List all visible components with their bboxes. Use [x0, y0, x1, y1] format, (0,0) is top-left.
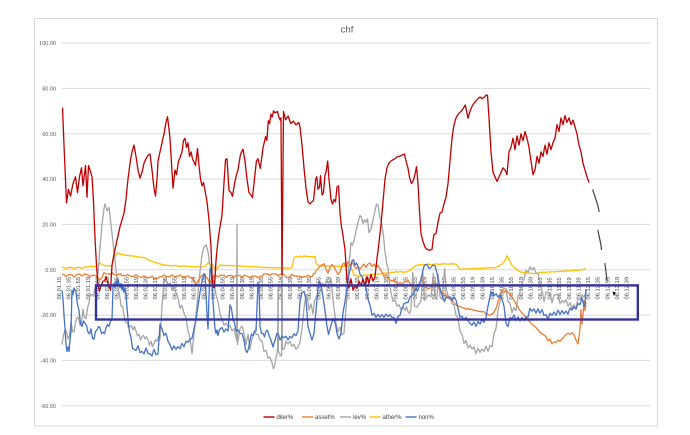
svg-text:40.00: 40.00 [42, 177, 56, 183]
svg-text:06.04.55: 06.04.55 [221, 277, 227, 300]
svg-text:06.10.35: 06.10.35 [500, 277, 506, 300]
svg-text:06.08.15: 06.08.15 [394, 277, 400, 300]
svg-text:06.11.19: 06.11.19 [567, 277, 573, 299]
svg-text:06.01.55: 06.01.55 [76, 277, 82, 300]
svg-text:06.03.35: 06.03.35 [163, 277, 169, 300]
svg-text:06.04.19: 06.04.19 [230, 277, 236, 300]
svg-text:06.11.55: 06.11.55 [557, 277, 563, 299]
svg-text:06.12.39: 06.12.39 [625, 277, 631, 300]
svg-text:06.08.19: 06.08.19 [423, 277, 429, 300]
svg-text:06.08.35: 06.08.35 [403, 277, 409, 300]
svg-text:06.05.35: 06.05.35 [259, 277, 265, 300]
svg-text:06.10.19: 06.10.19 [519, 277, 525, 300]
svg-text:chf: chf [341, 25, 354, 36]
svg-text:06.07.55: 06.07.55 [365, 277, 371, 300]
svg-text:06.01.15: 06.01.15 [57, 277, 63, 300]
svg-text:06.08.39: 06.08.39 [432, 277, 438, 300]
svg-text:06.02.55: 06.02.55 [124, 277, 130, 300]
svg-text:06.09.19: 06.09.19 [471, 277, 477, 300]
svg-text:06.09.55: 06.09.55 [461, 277, 467, 300]
svg-text:06.02.19: 06.02.19 [134, 277, 140, 300]
svg-text:06.04.15: 06.04.15 [201, 277, 207, 300]
svg-text:06.05.15: 06.05.15 [249, 277, 255, 300]
svg-text:06.12.15: 06.12.15 [586, 277, 592, 300]
svg-text:06.03.39: 06.03.39 [192, 277, 198, 300]
svg-text:06.09.15: 06.09.15 [442, 277, 448, 300]
svg-text:0.00: 0.00 [45, 268, 56, 274]
svg-text:06.06.35: 06.06.35 [307, 277, 313, 300]
svg-text:-40.00: -40.00 [40, 358, 56, 364]
svg-text:06.09.39: 06.09.39 [480, 277, 486, 300]
svg-text:06.03.15: 06.03.15 [153, 277, 159, 300]
svg-text:06.05.39: 06.05.39 [288, 277, 294, 300]
svg-text:80.00: 80.00 [42, 86, 56, 92]
svg-text:06.01.19: 06.01.19 [86, 277, 92, 300]
svg-text:06.06.55: 06.06.55 [317, 277, 323, 300]
svg-text:06.07.39: 06.07.39 [384, 277, 390, 300]
svg-text:06.12.35: 06.12.35 [596, 277, 602, 300]
svg-text:-60.00: -60.00 [40, 404, 56, 410]
svg-text:06.11.35: 06.11.35 [548, 277, 554, 299]
svg-text:06.11.39: 06.11.39 [577, 277, 583, 299]
svg-text:06.12.19: 06.12.19 [615, 277, 621, 300]
svg-text:20.00: 20.00 [42, 222, 56, 228]
svg-text:06.07.19: 06.07.19 [375, 277, 381, 300]
svg-text:06.06.39: 06.06.39 [336, 277, 342, 300]
svg-text:06.02.39: 06.02.39 [144, 277, 150, 300]
svg-text:06.10.15: 06.10.15 [490, 277, 496, 300]
svg-text:100.00: 100.00 [39, 41, 56, 47]
svg-text:-20.00: -20.00 [40, 313, 56, 319]
svg-text:06.07.35: 06.07.35 [355, 277, 361, 300]
svg-text:06.01.35: 06.01.35 [67, 277, 73, 300]
svg-text:lev%: lev% [353, 415, 367, 421]
svg-text:06.03.55: 06.03.55 [172, 277, 178, 300]
svg-text:ather%: ather% [383, 415, 403, 421]
svg-text:06.03.19: 06.03.19 [182, 277, 188, 300]
svg-text:06.10.39: 06.10.39 [528, 277, 534, 300]
svg-text:06.05.55: 06.05.55 [269, 277, 275, 300]
svg-text:60.00: 60.00 [42, 132, 56, 138]
svg-text:06.06.19: 06.06.19 [326, 277, 332, 300]
svg-text:06.09.35: 06.09.35 [451, 277, 457, 300]
svg-text:diler%: diler% [277, 415, 294, 421]
svg-text:06.02.15: 06.02.15 [105, 277, 111, 300]
svg-text:06.04.35: 06.04.35 [211, 277, 217, 300]
svg-text:06.12.55: 06.12.55 [605, 277, 611, 300]
svg-text:06.06.15: 06.06.15 [298, 277, 304, 300]
svg-text:06.04.39: 06.04.39 [240, 277, 246, 300]
svg-text:asset%: asset% [315, 415, 335, 421]
svg-text:06.10.55: 06.10.55 [509, 277, 515, 300]
svg-text:non%: non% [419, 415, 435, 421]
